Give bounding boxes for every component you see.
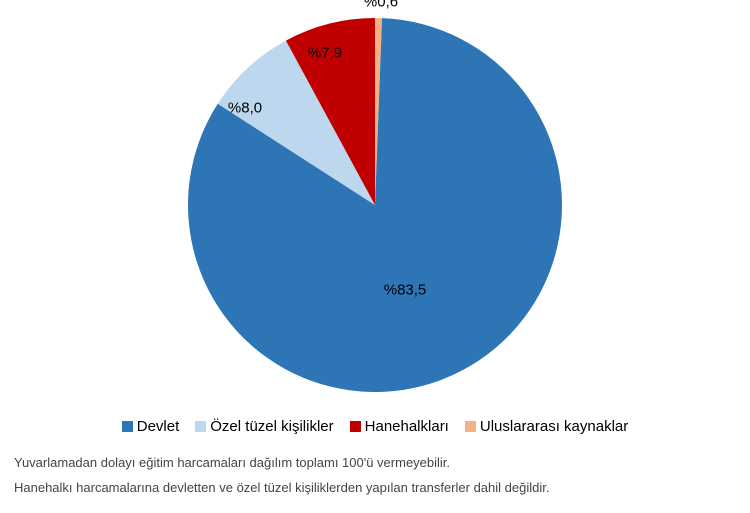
legend-label: Hanehalkları — [365, 418, 449, 435]
legend-item-priv: Özel tüzel kişilikler — [195, 418, 333, 435]
legend-item-intl: Uluslararası kaynaklar — [465, 418, 628, 435]
legend-label: Devlet — [137, 418, 180, 435]
legend-marker-state — [122, 421, 133, 432]
pie-chart: %0,6 %83,5 %8,0 %7,9 — [0, 0, 750, 410]
footnote-line: Hanehalkı harcamalarına devletten ve öze… — [14, 480, 734, 495]
legend-marker-intl — [465, 421, 476, 432]
pie-slice-label-intl: %0,6 — [364, 0, 398, 11]
footnote-line: Yuvarlamadan dolayı eğitim harcamaları d… — [14, 455, 734, 470]
legend-item-state: Devlet — [122, 418, 180, 435]
legend: Devlet Özel tüzel kişilikler Hanehalkları U… — [0, 418, 750, 435]
legend-label: Uluslararası kaynaklar — [480, 418, 628, 435]
pie-svg — [188, 18, 562, 392]
legend-label: Özel tüzel kişilikler — [210, 418, 333, 435]
footnotes: Yuvarlamadan dolayı eğitim harcamaları d… — [14, 455, 734, 505]
pie-slice-label-priv: %8,0 — [228, 100, 262, 117]
pie-slice-label-state: %83,5 — [384, 282, 427, 299]
legend-marker-hh — [350, 421, 361, 432]
page: %0,6 %83,5 %8,0 %7,9 Devlet Özel tüzel kişil… — [0, 0, 750, 513]
legend-item-hh: Hanehalkları — [350, 418, 449, 435]
pie-slice-label-hh: %7,9 — [308, 45, 342, 62]
legend-marker-priv — [195, 421, 206, 432]
